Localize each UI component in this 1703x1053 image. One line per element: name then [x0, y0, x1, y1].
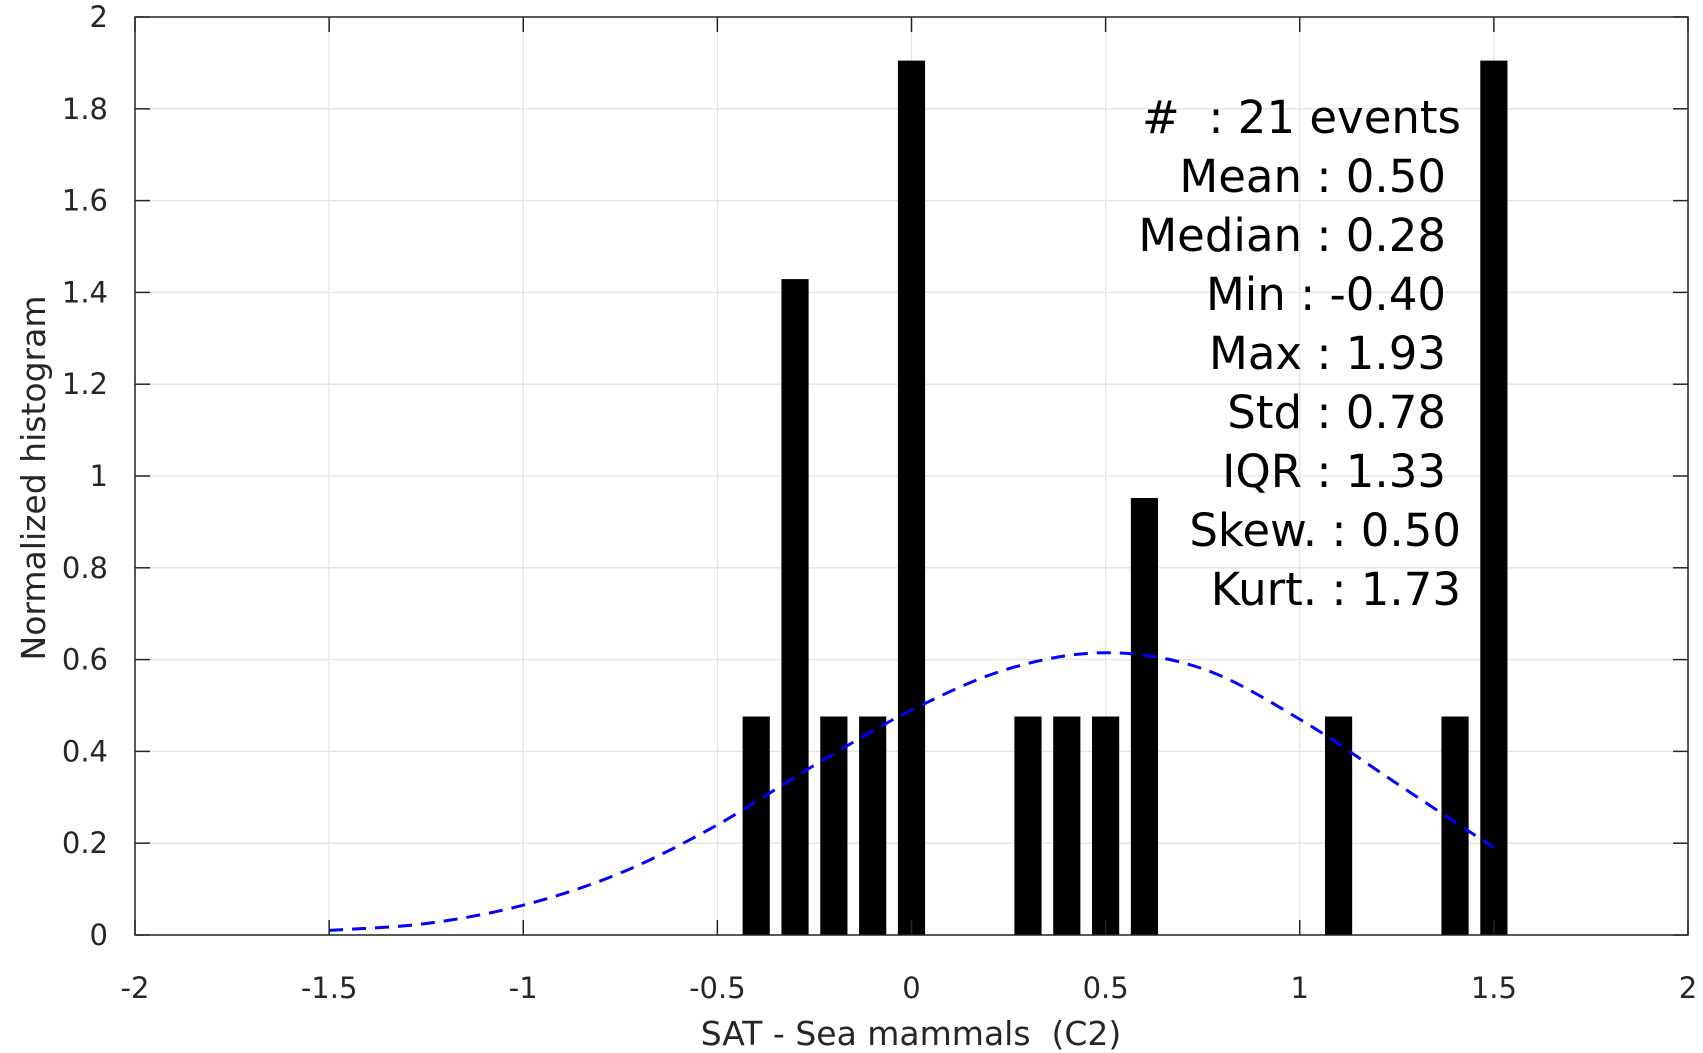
stats-line-std: Std : 0.78	[1227, 386, 1446, 439]
stats-line-count: # : 21 events	[1142, 91, 1461, 144]
histogram-bar	[1480, 60, 1508, 936]
stats-line-skew: Skew. : 0.50	[1189, 504, 1461, 557]
x-tick-label: 0	[902, 971, 920, 1005]
x-tick-label: -1	[509, 971, 538, 1005]
stats-line-max: Max : 1.93	[1209, 327, 1446, 380]
x-axis-title: SAT - Sea mammals (C2)	[701, 1014, 1122, 1053]
x-tick-label: 2	[1679, 971, 1697, 1005]
y-tick-label: 0.2	[62, 826, 108, 860]
y-tick-label: 0	[90, 918, 108, 952]
stats-line-iqr: IQR : 1.33	[1222, 445, 1446, 498]
y-tick-label: 1.2	[62, 367, 108, 401]
histogram-bar	[859, 716, 887, 935]
y-axis-title: Normalized histogram	[14, 296, 53, 661]
histogram-bar	[820, 716, 848, 935]
y-tick-label: 0.8	[62, 551, 108, 585]
stats-line-kurt: Kurt. : 1.73	[1211, 563, 1461, 616]
histogram-bar	[1324, 716, 1353, 935]
x-tick-label: 1	[1291, 971, 1309, 1005]
x-tick-label: -2	[121, 971, 150, 1005]
y-tick-label: 1.4	[62, 275, 108, 309]
x-tick-label: -1.5	[301, 971, 358, 1005]
x-tick-label: 1.5	[1471, 971, 1517, 1005]
y-tick-label: 1.6	[62, 184, 108, 218]
stats-box: # : 21 events Mean : 0.50 Median : 0.28 …	[1138, 91, 1461, 616]
x-tick-label: -0.5	[689, 971, 746, 1005]
histogram-bar	[742, 716, 770, 935]
x-tick-label: 0.5	[1083, 971, 1129, 1005]
histogram-bar	[1014, 716, 1042, 935]
stats-line-median: Median : 0.28	[1138, 209, 1446, 262]
histogram-bar	[1053, 716, 1081, 935]
y-tick-label: 0.4	[62, 734, 108, 768]
axes-frame	[134, 16, 1689, 936]
histogram-bars	[742, 60, 1508, 936]
histogram-bar	[1130, 498, 1159, 935]
histogram-bar	[897, 60, 926, 936]
histogram-bar	[781, 279, 809, 935]
tick-labels: -2 -1.5 -1 -0.5 0 0.5 1 1.5 2 0 0.2 0.4 0.6 0.8 1 1.2 1.…	[62, 0, 1697, 1005]
y-tick-label: 1.8	[62, 92, 108, 126]
y-tick-label: 0.6	[62, 643, 108, 677]
histogram-bar	[1092, 716, 1120, 935]
histogram-bar	[1441, 716, 1469, 935]
stats-line-min: Min : -0.40	[1206, 268, 1446, 321]
fit-curve-layer	[329, 651, 1495, 932]
y-tick-label: 1	[90, 459, 108, 493]
y-tick-label: 2	[90, 0, 108, 34]
stats-line-mean: Mean : 0.50	[1179, 150, 1446, 203]
fit-curve	[329, 651, 1495, 932]
